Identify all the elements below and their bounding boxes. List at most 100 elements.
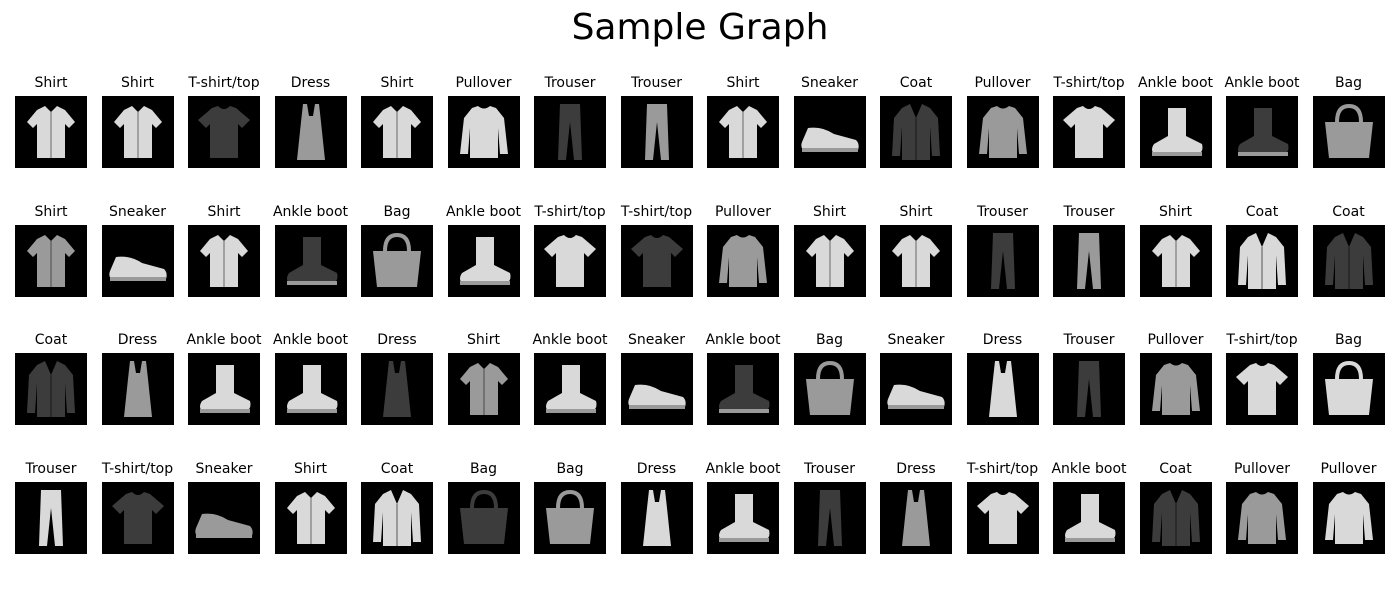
cell-label: Trouser [544, 75, 596, 91]
sneaker-icon [793, 96, 866, 168]
ankle-boot-icon [707, 482, 779, 555]
cell-label: T-shirt/top [101, 461, 174, 478]
grid-cell: Shirt [0, 74, 116, 174]
cell-label: Ankle boot [272, 332, 349, 349]
shirt-icon [188, 224, 260, 297]
cell-label: Ankle boot [186, 332, 262, 349]
grid-cell: Ankle boot [1197, 74, 1327, 174]
cell-label: Ankle boot [532, 332, 608, 349]
grid-cell: Bag [419, 460, 549, 560]
sneaker-icon [880, 353, 952, 426]
grid-cell: Ankle boot [1024, 460, 1154, 560]
grid-cell: T-shirt/top [1197, 331, 1327, 431]
grid-cell: T-shirt/top [159, 74, 289, 174]
grid-cell: Coat [851, 74, 981, 174]
shirt-icon [361, 96, 433, 168]
grid-cell: Shirt [765, 203, 895, 303]
cell-label: T-shirt/top [966, 461, 1039, 478]
cell-label: Coat [899, 75, 933, 91]
grid-cell: Pullover [419, 74, 549, 174]
cell-label: Dress [377, 332, 417, 349]
grid-cell: T-shirt/top [1024, 74, 1154, 174]
shirt-icon [15, 224, 87, 297]
trouser-icon [966, 224, 1039, 297]
cell-label: Sneaker [801, 75, 858, 91]
trouser-icon [15, 482, 87, 555]
grid-cell: Sneaker [765, 74, 895, 174]
cell-label: Bag [1334, 332, 1363, 349]
shirt-icon [101, 96, 174, 168]
cell-label: Ankle boot [272, 203, 349, 220]
cell-label: Trouser [630, 75, 683, 91]
bag-icon [534, 482, 606, 555]
grid-cell: Sneaker [159, 460, 289, 560]
cell-label: Ankle boot [1051, 461, 1127, 478]
grid-cell: Trouser [592, 74, 722, 174]
grid-cell: T-shirt/top [592, 203, 722, 303]
trouser-icon [793, 482, 866, 555]
grid-cell: Ankle boot [678, 460, 808, 560]
grid-cell: Sneaker [73, 203, 203, 303]
cell-label: Ankle boot [1137, 75, 1214, 91]
grid-cell: Shirt [419, 331, 549, 431]
cell-label: Coat [1332, 203, 1365, 220]
cell-label: Pullover [974, 75, 1031, 91]
cell-label: Trouser [1063, 203, 1115, 220]
grid-cell: Trouser [938, 203, 1068, 303]
grid-cell: Dress [592, 460, 722, 560]
grid-cell: Trouser [1024, 203, 1154, 303]
shirt-icon [707, 96, 779, 168]
grid-cell: Trouser [1024, 331, 1154, 431]
shirt-icon [1139, 224, 1212, 297]
cell-label: Coat [34, 332, 68, 349]
cell-label: Pullover [455, 75, 512, 91]
cell-label: Sneaker [109, 203, 166, 220]
cell-label: T-shirt/top [620, 203, 693, 220]
grid-cell: Shirt [851, 203, 981, 303]
grid-cell: Dress [851, 460, 981, 560]
cell-label: Dress [982, 332, 1023, 349]
grid-cell: Shirt [332, 74, 462, 174]
trouser-icon [534, 96, 606, 168]
ankle-boot-icon [1139, 96, 1212, 168]
sneaker-icon [101, 224, 174, 297]
cell-label: Bag [556, 461, 584, 478]
cell-label: Sneaker [628, 332, 685, 349]
cell-label: Ankle boot [705, 461, 781, 478]
cell-label: Shirt [34, 75, 68, 91]
grid-cell: Coat [1284, 203, 1400, 303]
grid-cell: Coat [332, 460, 462, 560]
ankle-boot-icon [534, 353, 606, 426]
cell-label: T-shirt/top [1053, 75, 1125, 91]
pullover-icon [447, 96, 520, 168]
grid-cell: Coat [0, 331, 116, 431]
ankle-boot-icon [274, 353, 347, 426]
cell-label: Shirt [207, 203, 241, 220]
bag-icon [1312, 96, 1385, 168]
cell-label: Shirt [467, 332, 500, 349]
cell-label: Pullover [1147, 332, 1204, 349]
grid-cell: Shirt [159, 203, 289, 303]
grid-cell: Trouser [765, 460, 895, 560]
dress-icon [880, 482, 952, 555]
coat-icon [15, 353, 87, 426]
grid-cell: Ankle boot [246, 203, 376, 303]
bag-icon [793, 353, 866, 426]
cell-label: Shirt [1159, 203, 1192, 220]
cell-label: T-shirt/top [1226, 332, 1298, 349]
cell-label: Bag [383, 203, 411, 220]
cell-label: T-shirt/top [188, 75, 260, 91]
shirt-icon [880, 224, 952, 297]
cell-label: Dress [636, 461, 677, 478]
cell-label: Dress [290, 75, 331, 91]
cell-label: Ankle boot [445, 203, 522, 220]
pullover-icon [966, 96, 1039, 168]
ankle-boot-icon [447, 224, 520, 297]
grid-cell: Pullover [1197, 460, 1327, 560]
cell-label: Dress [896, 461, 936, 478]
grid-cell: Bag [1284, 74, 1400, 174]
shirt-icon [15, 96, 87, 168]
grid-cell: Bag [1284, 331, 1400, 431]
bag-icon [447, 482, 520, 555]
